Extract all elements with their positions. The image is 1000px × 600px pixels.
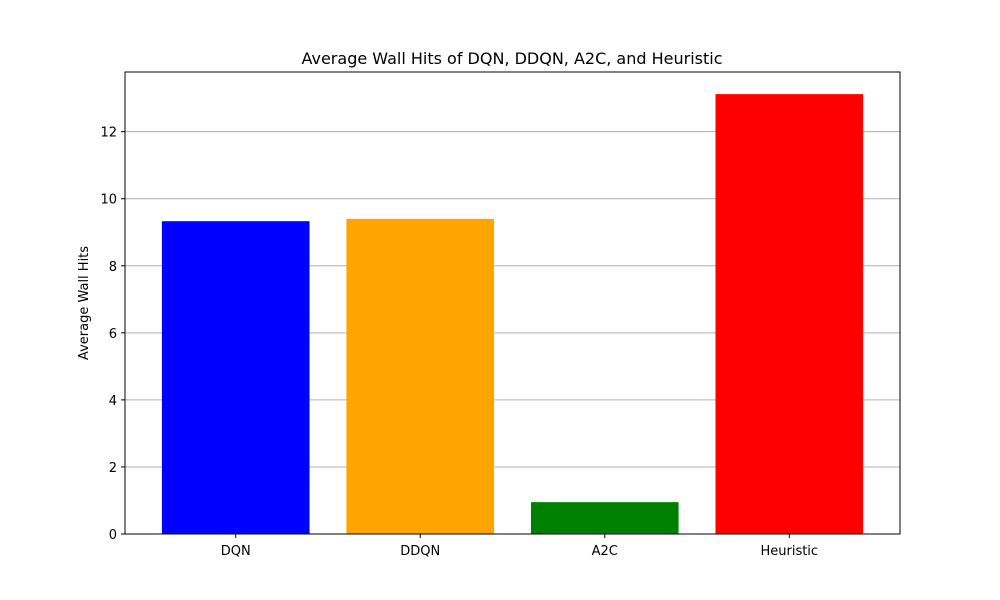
- bar-dqn: [161, 221, 310, 534]
- bar-ddqn: [346, 218, 495, 535]
- y-tick-label: 4: [109, 394, 117, 409]
- plot-frame: [124, 71, 901, 535]
- x-tick-label: Heuristic: [760, 544, 818, 559]
- y-tick-label: 2: [109, 461, 117, 476]
- bar-a2c: [530, 502, 679, 534]
- x-tick-label: A2C: [592, 544, 618, 559]
- y-axis: 0 2 4 6 8 10 12: [100, 126, 125, 543]
- y-axis-label: Average Wall Hits: [77, 246, 92, 360]
- y-tick-label: 6: [109, 327, 117, 342]
- x-tick-label: DQN: [221, 544, 251, 559]
- chart-title: Average Wall Hits of DQN, DDQN, A2C, and…: [301, 49, 722, 68]
- x-tick-label: DDQN: [400, 544, 440, 559]
- y-tick-label: 0: [109, 528, 117, 543]
- y-tick-label: 8: [109, 260, 117, 275]
- y-tick-label: 10: [100, 193, 117, 208]
- y-tick-label: 12: [100, 126, 117, 141]
- bars: [161, 94, 864, 535]
- x-axis: DQN DDQN A2C Heuristic: [221, 534, 818, 559]
- bar-heuristic: [715, 94, 864, 535]
